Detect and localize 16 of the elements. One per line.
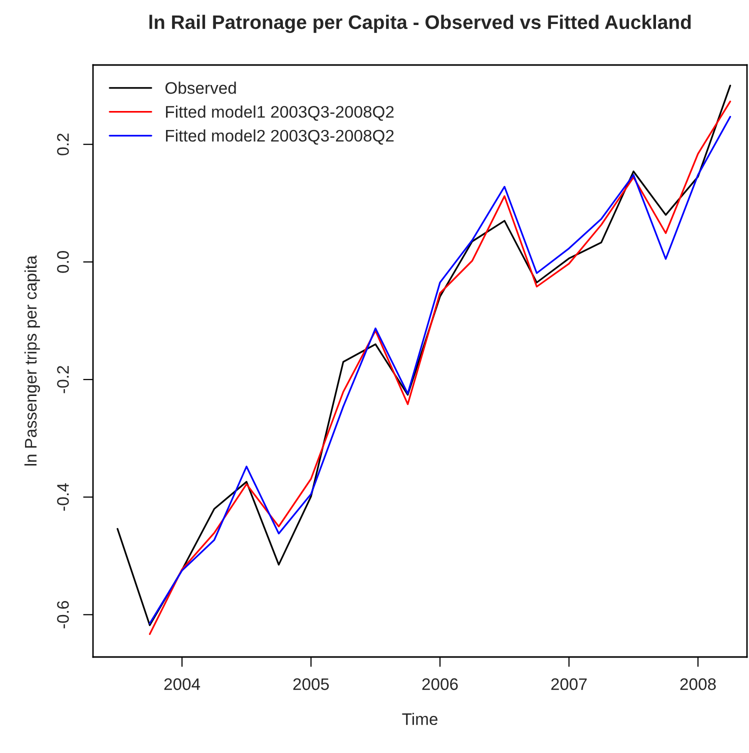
y-tick-label: -0.2 bbox=[57, 366, 69, 394]
x-tick-label: 2006 bbox=[422, 678, 458, 690]
legend-label: Fitted model2 2003Q3-2008Q2 bbox=[166, 129, 394, 145]
y-axis-title: ln Passenger trips per capita bbox=[24, 255, 40, 466]
y-tick-label: 0.2 bbox=[57, 134, 69, 156]
x-axis-title: Time bbox=[402, 712, 438, 726]
chart-title: ln Rail Patronage per Capita - Observed vs Fitted Auckland bbox=[149, 14, 691, 34]
y-tick-label: -0.6 bbox=[57, 601, 69, 628]
y-tick-label: -0.4 bbox=[57, 483, 69, 511]
legend-label: Fitted model1 2003Q3-2008Q2 bbox=[166, 106, 394, 121]
y-tick-label: 0.0 bbox=[57, 251, 69, 273]
legend-label: Observed bbox=[165, 82, 236, 94]
x-tick-label: 2007 bbox=[551, 678, 587, 690]
x-tick-label: 2008 bbox=[680, 678, 716, 690]
x-tick-label: 2005 bbox=[293, 678, 329, 690]
x-tick-label: 2004 bbox=[164, 678, 200, 690]
